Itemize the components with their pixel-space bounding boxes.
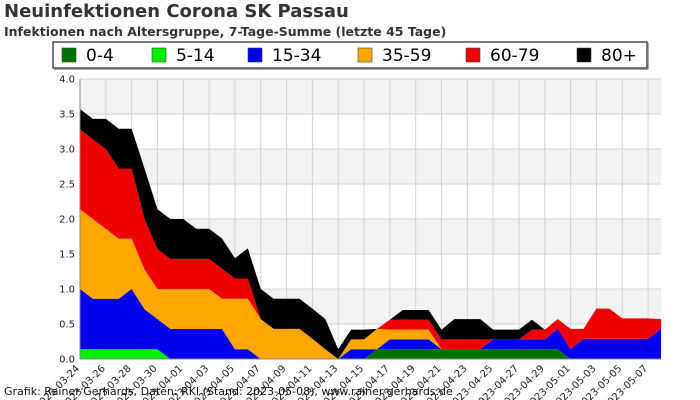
- y-tick-label: 1.0: [59, 285, 75, 296]
- series-area-35-59: [80, 209, 661, 359]
- legend: 0-4 5-14 15-34 35-59 60-79 80+: [52, 41, 649, 70]
- y-tick-label: 1.5: [59, 250, 75, 261]
- legend-label-35-59: 35-59: [382, 46, 431, 66]
- legend-label-5-14: 5-14: [176, 46, 215, 66]
- y-tick-label: 4.0: [59, 75, 75, 86]
- y-tick-label: 3.5: [59, 110, 75, 121]
- chart-subtitle: Infektionen nach Altersgruppe, 7-Tage-Su…: [4, 24, 447, 39]
- y-tick-label: 3.0: [59, 145, 75, 156]
- legend-swatch-35-59: [357, 47, 373, 63]
- legend-label-0-4: 0-4: [86, 46, 114, 66]
- y-tick-label: 2.5: [59, 180, 75, 191]
- legend-label-15-34: 15-34: [272, 46, 321, 66]
- y-tick-label: 0.5: [59, 320, 75, 331]
- series-area-15-34: [80, 289, 661, 359]
- series-area-60-79: [80, 129, 661, 359]
- legend-swatch-80+: [576, 47, 592, 63]
- chart-title: Neuinfektionen Corona SK Passau: [4, 1, 349, 22]
- legend-swatch-5-14: [151, 47, 167, 63]
- series-area-80+: [80, 109, 661, 359]
- series-areas: [80, 109, 661, 359]
- legend-swatch-15-34: [247, 47, 263, 63]
- legend-label-80+: 80+: [601, 46, 637, 66]
- legend-swatch-0-4: [61, 47, 77, 63]
- y-tick-label: 2.0: [59, 215, 75, 226]
- source-credit: Grafik: Rainer Gerhards, Daten: RKI (Sta…: [4, 385, 453, 398]
- y-tick-label: 0.0: [59, 355, 75, 366]
- legend-frame: [52, 41, 648, 69]
- legend-swatch-60-79: [465, 47, 481, 63]
- legend-label-60-79: 60-79: [490, 46, 539, 66]
- series-area-5-14: [80, 349, 661, 359]
